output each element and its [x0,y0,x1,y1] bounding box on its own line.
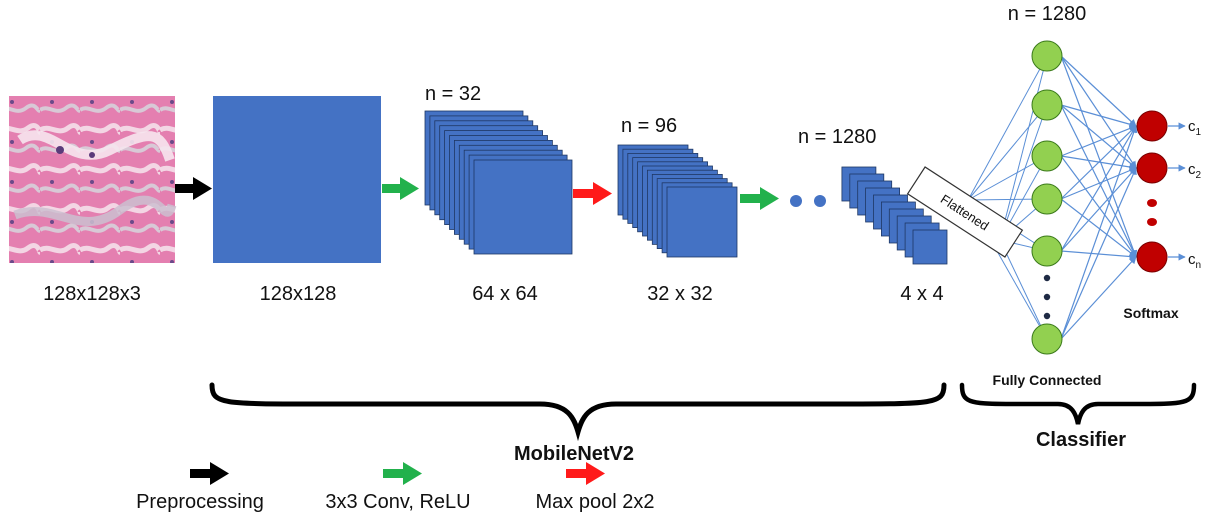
svg-text:c2: c2 [1188,161,1202,181]
fc-ellipsis-dot [1043,312,1051,320]
layer-size-label: 64 x 64 [472,283,538,305]
fc-neuron [1031,235,1063,267]
softmax-ellipsis-dot [1147,199,1157,207]
feature-map-stack-32 [424,110,573,255]
fc-connection [1060,125,1138,340]
fc-connection [1060,104,1137,258]
fc-connection [1060,104,1137,128]
ellipsis-dot [814,195,826,207]
legend: Preprocessing 3x3 Conv, ReLU Max pool 2x… [136,462,654,513]
fc-connection [1060,125,1137,252]
fc-neuron [1031,140,1063,172]
fc-connection [1060,256,1137,340]
fc-neuron [1031,40,1063,72]
flatten-connection [999,104,1048,241]
input-image [9,96,177,263]
fc-connections [967,55,1186,340]
output-label-c2: c2 [1188,161,1202,181]
layer-size-label: 32 x 32 [647,283,713,305]
flatten-connection [967,104,1048,201]
feature-map-96-slice [666,186,738,258]
output-label-c1: c1 [1188,118,1202,138]
fc-nodes [1031,40,1063,355]
feature-map-1280-slice [912,229,948,265]
layer-n-label: n = 96 [621,115,677,137]
fc-label: Fully Connected [993,372,1102,388]
softmax-ellipsis-dot [1147,218,1157,226]
mobilenet-brace [209,382,947,442]
input-size-label: 128x128x3 [43,283,141,305]
feature-map-stack-96 [617,144,738,258]
mobilenet-label: MobileNetV2 [514,443,634,465]
ellipsis-dot [790,195,802,207]
fc-connection [1060,167,1137,340]
layer-n-label: n = 1280 [798,126,876,148]
feature-map-128 [213,96,381,263]
softmax-neuron [1136,152,1168,184]
flatten-connection [999,239,1048,340]
maxpool-arrow [573,182,612,205]
svg-text:cn: cn [1188,251,1201,271]
feature-map-stack-1280 [841,166,948,265]
fc-ellipsis-dot [1043,293,1051,301]
legend-conv-label: 3x3 Conv, ReLU [325,491,470,513]
fc-neuron [1031,183,1063,215]
legend-preprocessing-label: Preprocessing [136,491,264,513]
output-label-cn: cn [1188,251,1201,271]
layer-n-label: n = 32 [425,83,481,105]
layer-size-label: 4 x 4 [900,283,943,305]
fc-neuron [1031,323,1063,355]
svg-text:c1: c1 [1188,118,1202,138]
flatten-connection [999,55,1048,241]
conv-arrow [382,177,419,200]
legend-maxpool-arrow [566,462,605,485]
softmax-neuron [1136,110,1168,142]
fc-connection [1060,125,1137,200]
legend-preprocessing-arrow [190,462,229,485]
preprocessing-arrow [175,177,212,200]
softmax-nodes [1136,110,1168,273]
fc-connection [1060,198,1137,258]
fc-connection [1060,167,1137,252]
legend-conv-arrow [383,462,422,485]
fc-ellipsis-dot [1043,274,1051,282]
legend-maxpool-label: Max pool 2x2 [536,491,655,513]
flatten-connection [967,55,1048,201]
fc-n-label: n = 1280 [1008,3,1086,25]
fc-connection [1060,104,1137,169]
softmax-neuron [1136,241,1168,273]
feature-map-32-slice [473,159,573,255]
fc-connection [1060,155,1137,258]
classifier-label: Classifier [1036,429,1126,451]
classifier-brace [959,382,1197,425]
layer-size-label: 128x128 [260,283,337,305]
fc-connection [1060,125,1137,157]
conv-arrow [740,187,779,210]
fc-connection [1060,55,1137,127]
fc-neuron [1031,89,1063,121]
softmax-label: Softmax [1123,305,1178,321]
fc-connection [1060,55,1138,258]
fc-connection [1060,55,1137,169]
fc-connection [1060,167,1137,200]
